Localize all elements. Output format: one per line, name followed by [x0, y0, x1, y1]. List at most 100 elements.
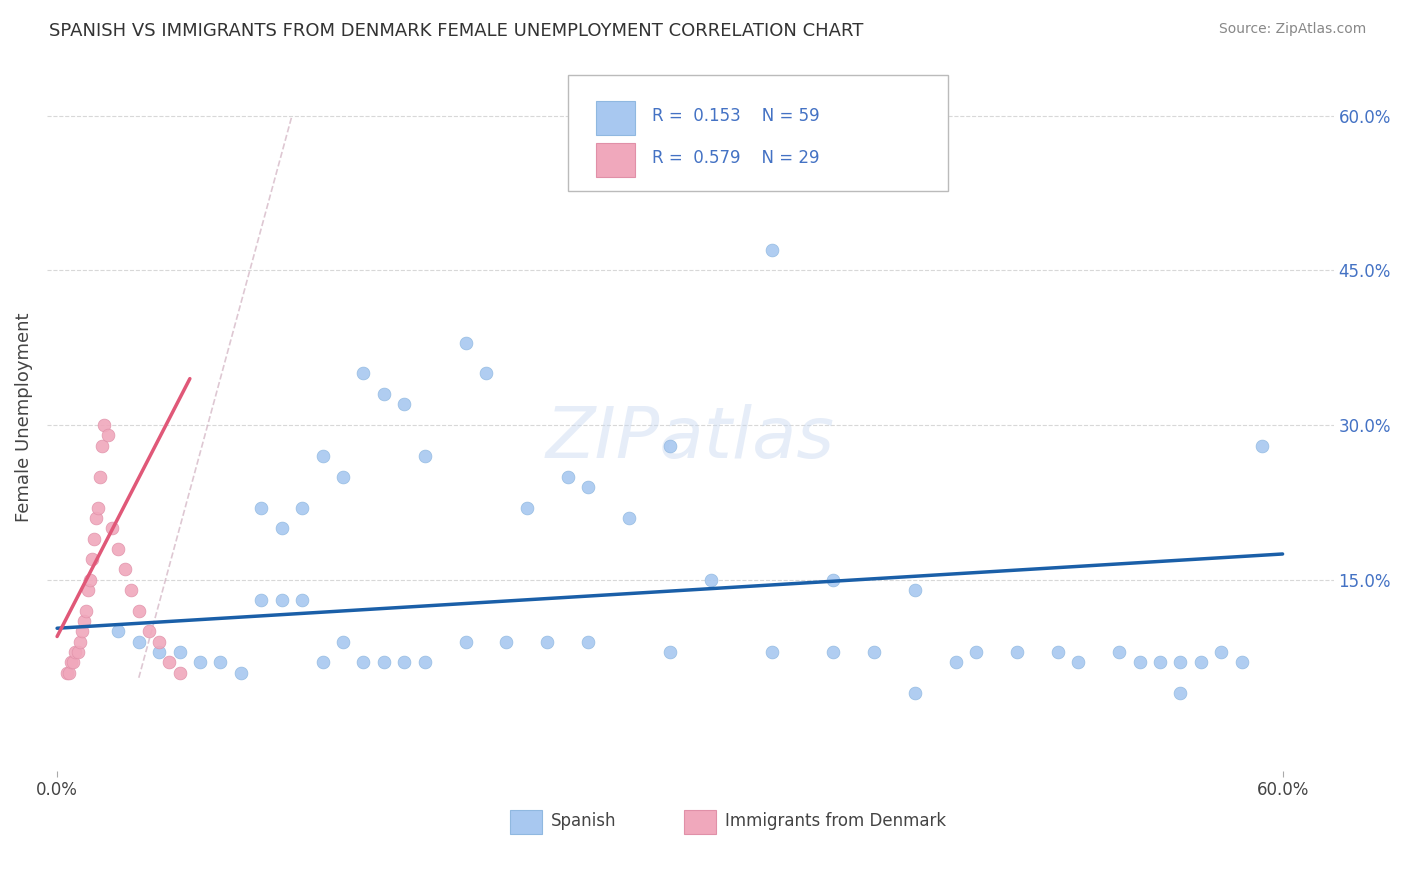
Point	[823, 573, 845, 587]
Point	[1067, 655, 1090, 669]
Point	[138, 624, 160, 639]
FancyBboxPatch shape	[683, 810, 716, 834]
Text: Immigrants from Denmark: Immigrants from Denmark	[725, 813, 946, 830]
Point	[148, 634, 170, 648]
Point	[536, 634, 558, 648]
Point	[475, 367, 498, 381]
Point	[83, 532, 105, 546]
Text: R =  0.579    N = 29: R = 0.579 N = 29	[651, 149, 820, 167]
Y-axis label: Female Unemployment: Female Unemployment	[15, 312, 32, 522]
Point	[120, 583, 142, 598]
Point	[101, 521, 124, 535]
Point	[332, 634, 354, 648]
Point	[60, 655, 83, 669]
Point	[904, 686, 927, 700]
Point	[311, 449, 333, 463]
Point	[332, 469, 354, 483]
Point	[761, 243, 783, 257]
Point	[169, 665, 191, 680]
Text: SPANISH VS IMMIGRANTS FROM DENMARK FEMALE UNEMPLOYMENT CORRELATION CHART: SPANISH VS IMMIGRANTS FROM DENMARK FEMAL…	[49, 22, 863, 40]
FancyBboxPatch shape	[568, 75, 948, 191]
Point	[394, 397, 416, 411]
Point	[373, 387, 395, 401]
Point	[91, 439, 114, 453]
Point	[1005, 645, 1028, 659]
Point	[373, 655, 395, 669]
Point	[75, 604, 97, 618]
Point	[1170, 655, 1192, 669]
FancyBboxPatch shape	[510, 810, 543, 834]
FancyBboxPatch shape	[596, 144, 636, 178]
Point	[72, 614, 94, 628]
Point	[114, 562, 136, 576]
Point	[965, 645, 987, 659]
Point	[1149, 655, 1171, 669]
Point	[353, 367, 375, 381]
Point	[97, 428, 120, 442]
Point	[84, 511, 107, 525]
Point	[250, 500, 273, 515]
Point	[270, 521, 292, 535]
Point	[413, 655, 436, 669]
Point	[270, 593, 292, 607]
Point	[69, 634, 91, 648]
Point	[62, 655, 84, 669]
Point	[353, 655, 375, 669]
Point	[1108, 645, 1130, 659]
Point	[169, 645, 191, 659]
Point	[576, 634, 599, 648]
Point	[291, 500, 314, 515]
Point	[291, 593, 314, 607]
Point	[699, 573, 721, 587]
Point	[128, 634, 150, 648]
Point	[107, 624, 129, 639]
Point	[1211, 645, 1233, 659]
Point	[557, 469, 579, 483]
Point	[159, 655, 181, 669]
Point	[80, 552, 103, 566]
Point	[945, 655, 967, 669]
Point	[209, 655, 232, 669]
Point	[413, 449, 436, 463]
Point	[188, 655, 211, 669]
Point	[863, 645, 886, 659]
Point	[1046, 645, 1069, 659]
Point	[1170, 686, 1192, 700]
Point	[229, 665, 252, 680]
Point	[454, 335, 477, 350]
Point	[761, 645, 783, 659]
Point	[311, 655, 333, 669]
FancyBboxPatch shape	[596, 101, 636, 135]
Point	[65, 645, 87, 659]
Point	[148, 645, 170, 659]
Text: R =  0.153    N = 59: R = 0.153 N = 59	[651, 107, 820, 125]
Point	[93, 418, 115, 433]
Point	[1129, 655, 1152, 669]
Point	[250, 593, 273, 607]
Point	[1189, 655, 1212, 669]
Point	[70, 624, 93, 639]
Text: Source: ZipAtlas.com: Source: ZipAtlas.com	[1219, 22, 1367, 37]
Point	[576, 480, 599, 494]
Point	[107, 541, 129, 556]
Point	[394, 655, 416, 669]
Point	[495, 634, 517, 648]
Point	[66, 645, 89, 659]
Point	[1230, 655, 1253, 669]
Point	[617, 511, 640, 525]
Point	[1251, 439, 1274, 453]
Text: ZIPatlas: ZIPatlas	[546, 404, 835, 473]
Text: Spanish: Spanish	[551, 813, 617, 830]
Point	[89, 469, 111, 483]
Point	[79, 573, 101, 587]
Point	[658, 439, 681, 453]
Point	[823, 645, 845, 659]
Point	[904, 583, 927, 598]
Point	[76, 583, 98, 598]
Point	[454, 634, 477, 648]
Point	[516, 500, 538, 515]
Point	[128, 604, 150, 618]
Point	[58, 665, 80, 680]
Point	[658, 645, 681, 659]
Point	[87, 500, 110, 515]
